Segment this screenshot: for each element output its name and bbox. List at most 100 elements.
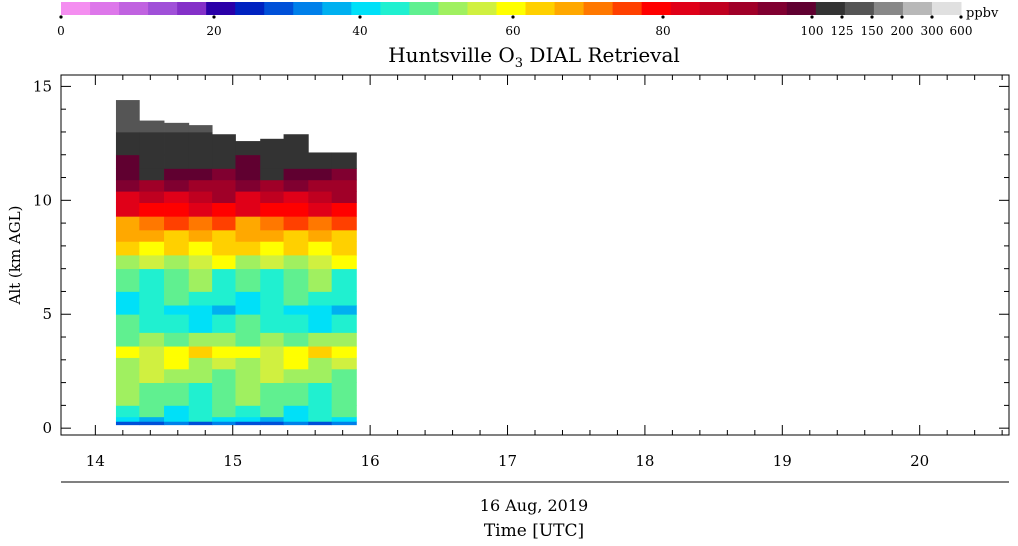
heatmap-cell: [283, 216, 309, 231]
heatmap-cell: [260, 305, 284, 315]
heatmap-cell: [139, 255, 165, 270]
heatmap-cell: [283, 416, 309, 422]
heatmap-cell: [331, 346, 357, 358]
colorbar-swatch: [322, 2, 352, 15]
heatmap-cell: [212, 241, 236, 256]
colorbar-swatch: [351, 2, 381, 15]
heatmap-cell: [188, 346, 213, 358]
colorbar-tick-label: 80: [655, 24, 670, 38]
colorbar: [61, 2, 962, 15]
heatmap-cell: [188, 168, 213, 181]
heatmap-cell: [212, 134, 236, 156]
heatmap-cell: [188, 179, 213, 192]
heatmap-cell: [331, 268, 357, 292]
heatmap-cell: [212, 368, 236, 383]
colorbar-tick: [661, 15, 665, 19]
heatmap-cell: [164, 168, 190, 181]
heatmap-cell: [188, 241, 213, 256]
colorbar-swatch: [670, 2, 701, 15]
chart-title: Huntsville O3 DIAL Retrieval: [388, 43, 680, 71]
colorbar-swatch: [902, 2, 933, 15]
x-tick-label: 16: [361, 452, 380, 470]
colorbar-swatch: [438, 2, 468, 15]
heatmap-cell: [139, 405, 165, 418]
heatmap-cell: [115, 179, 140, 192]
heatmap-cell: [308, 255, 333, 270]
colorbar-unit-label: ppbv: [966, 6, 999, 21]
heatmap-cell: [308, 405, 333, 418]
colorbar-swatch: [525, 2, 556, 15]
heatmap-cell: [188, 357, 213, 370]
heatmap-cell: [164, 405, 190, 418]
heatmap-cell: [260, 421, 284, 426]
heatmap-cell: [212, 216, 236, 231]
heatmap-cell: [139, 357, 165, 370]
colorbar-tick-label: 40: [352, 24, 367, 38]
heatmap-cell: [260, 168, 284, 181]
y-tick-label: 10: [33, 191, 52, 209]
heatmap-cell: [139, 416, 165, 422]
heatmap-cell: [212, 291, 236, 306]
colorbar-tick: [840, 15, 844, 19]
heatmap-cell: [212, 332, 236, 347]
heatmap-cell: [308, 216, 333, 231]
heatmap-cell: [283, 241, 309, 256]
colorbar-labels: 0 20 40 60 80 100 125 150 200 300 600: [57, 15, 972, 38]
heatmap-cell: [308, 241, 333, 256]
heatmap-cell: [283, 368, 309, 383]
heatmap-cell: [260, 179, 284, 192]
axes-ticks: 14 15 16 17 18 19 20 0 5 10 15: [33, 75, 1009, 470]
heatmap-cell: [212, 191, 236, 203]
heatmap-cell: [283, 421, 309, 426]
colorbar-swatch: [815, 2, 846, 15]
heatmap-cell: [235, 255, 261, 270]
y-axis-label: Alt (km AGL): [6, 206, 24, 306]
heatmap-cell: [235, 202, 261, 217]
heatmap-cell: [115, 357, 140, 370]
heatmap-cell: [188, 314, 213, 333]
colorbar-tick: [358, 15, 362, 19]
heatmap-cell: [260, 405, 284, 418]
heatmap-cell: [164, 255, 190, 270]
heatmap-cell: [139, 305, 165, 315]
heatmap-cell: [331, 229, 357, 242]
x-tick-label: 15: [223, 452, 242, 470]
heatmap-cell: [188, 291, 213, 306]
heatmap-cell: [235, 405, 261, 418]
heatmap-cell: [212, 202, 236, 217]
heatmap-cell: [164, 179, 190, 192]
colorbar-swatch: [844, 2, 875, 15]
heatmap-cell: [331, 357, 357, 370]
heatmap-cell: [283, 332, 309, 347]
heatmap-cell: [115, 255, 140, 270]
heatmap-cell: [260, 291, 284, 306]
heatmap-cell: [139, 168, 165, 181]
x-tick-label: 19: [773, 452, 792, 470]
heatmap-cell: [283, 191, 309, 203]
heatmap-cell: [283, 357, 309, 370]
colorbar-swatch: [206, 2, 236, 15]
colorbar-swatch: [931, 2, 962, 15]
heatmap-cell: [188, 405, 213, 418]
colorbar-swatch: [380, 2, 410, 15]
heatmap-cell: [260, 154, 284, 169]
heatmap-cell: [164, 382, 190, 406]
heatmap-cell: [235, 179, 261, 192]
heatmap-cell: [283, 229, 309, 242]
colorbar-swatch: [61, 2, 91, 15]
heatmap-cell: [188, 191, 213, 203]
heatmap-cell: [260, 229, 284, 242]
colorbar-swatch: [177, 2, 207, 15]
heatmap-cell: [235, 314, 261, 333]
heatmap-cell: [235, 168, 261, 181]
heatmap-cell: [212, 416, 236, 422]
heatmap-cell: [115, 314, 140, 333]
heatmap-cell: [212, 229, 236, 242]
heatmap-cell: [212, 346, 236, 358]
heatmap-cell: [164, 241, 190, 256]
colorbar-tick-label: 60: [505, 24, 520, 38]
heatmap-cell: [115, 241, 140, 256]
colorbar-tick: [959, 15, 963, 19]
heatmap-cell: [260, 382, 284, 406]
x-tick-label: 14: [86, 452, 105, 470]
